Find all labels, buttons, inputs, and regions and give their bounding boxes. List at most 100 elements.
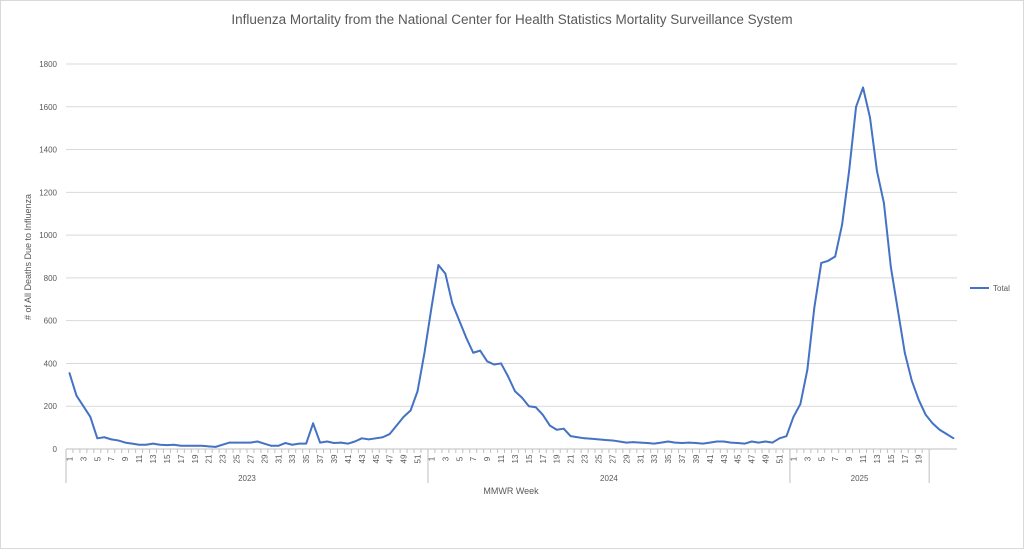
data-point	[924, 413, 927, 416]
data-point	[444, 272, 447, 275]
data-point	[326, 440, 328, 443]
data-point	[472, 351, 475, 354]
x-tick-label: 1	[789, 456, 798, 461]
series-layer	[68, 86, 955, 448]
data-point	[353, 440, 356, 443]
y-tick-label: 400	[44, 359, 58, 368]
data-point	[715, 440, 718, 443]
data-point	[521, 396, 523, 399]
data-point	[799, 403, 802, 405]
y-tick-label: 1000	[39, 231, 57, 240]
x-tick-label: 39	[330, 454, 339, 463]
y-tick-label: 1800	[39, 60, 57, 69]
y-tick-label: 0	[53, 445, 58, 454]
data-point	[910, 379, 913, 382]
data-point	[89, 416, 92, 418]
data-point	[883, 202, 885, 204]
data-point	[869, 116, 871, 119]
data-point	[493, 363, 495, 366]
data-point	[312, 422, 315, 425]
data-point	[555, 428, 558, 431]
x-tick-label: 1	[65, 456, 74, 461]
data-point	[848, 170, 851, 172]
x-tick-label: 35	[302, 454, 311, 463]
data-point	[360, 437, 363, 440]
data-point	[569, 435, 572, 438]
data-point	[674, 441, 676, 444]
data-point	[291, 443, 294, 446]
x-tick-label: 3	[803, 456, 812, 461]
data-point	[862, 86, 864, 89]
x-tick-label: 49	[762, 454, 771, 463]
x-tick-label: 19	[915, 454, 924, 463]
data-point	[653, 442, 656, 445]
year-label: 2025	[851, 474, 869, 483]
data-point	[806, 368, 809, 371]
data-point	[381, 436, 384, 439]
data-point	[402, 416, 405, 418]
x-tick-label: 19	[553, 454, 562, 463]
data-point	[855, 105, 857, 108]
data-point	[305, 442, 308, 445]
data-point	[778, 437, 781, 440]
chart-title: Influenza Mortality from the National Ce…	[231, 12, 793, 27]
x-tick-label: 39	[692, 454, 701, 463]
x-tick-label: 5	[93, 456, 102, 461]
data-point	[186, 444, 189, 447]
x-tick-label: 21	[567, 454, 576, 463]
data-point	[576, 436, 579, 439]
x-tick-label: 23	[219, 454, 228, 463]
data-point	[235, 441, 238, 444]
x-tick-label: 15	[525, 454, 534, 463]
data-point	[437, 264, 440, 266]
data-point	[458, 319, 461, 322]
data-point	[660, 441, 663, 444]
data-point	[785, 435, 788, 438]
data-point	[347, 442, 349, 445]
x-tick-label: 17	[901, 454, 910, 463]
data-point	[604, 439, 607, 441]
data-point	[96, 437, 99, 440]
data-point	[708, 441, 711, 444]
data-point	[68, 372, 71, 374]
data-point	[82, 405, 85, 408]
data-point	[820, 262, 823, 264]
data-point	[145, 443, 147, 446]
x-tick-label: 33	[650, 454, 659, 463]
y-tick-labels: 0 200 400 600 800 1000 1200 1400 1600 1800	[39, 60, 57, 454]
x-tick-label: 33	[288, 454, 297, 463]
x-tick-label: 45	[372, 454, 381, 463]
year-label: 2024	[600, 474, 618, 483]
data-point	[792, 416, 795, 418]
x-tick-label: 9	[845, 456, 854, 461]
data-point	[124, 441, 127, 444]
data-point	[903, 351, 906, 354]
data-point	[214, 445, 217, 448]
data-point	[340, 441, 342, 444]
data-point	[200, 444, 203, 447]
y-tick-label: 800	[44, 274, 58, 283]
data-point	[841, 223, 844, 226]
x-tick-label: 43	[720, 454, 729, 463]
data-point	[618, 440, 621, 443]
y-tick-label: 600	[44, 317, 58, 326]
x-tick-label: 21	[205, 454, 214, 463]
y-tick-label: 200	[44, 402, 58, 411]
y-tick-label: 1600	[39, 103, 57, 112]
year-label: 2023	[238, 474, 256, 483]
data-point	[465, 336, 468, 339]
x-tick-label: 29	[260, 454, 269, 463]
x-tick-label: 5	[817, 456, 826, 461]
x-tick-label: 19	[191, 454, 200, 463]
data-point	[945, 433, 948, 435]
x-tick-label: 5	[455, 456, 464, 461]
data-point	[528, 405, 530, 408]
data-point	[479, 349, 482, 352]
data-point	[374, 437, 377, 440]
x-tick-label: 11	[497, 454, 506, 463]
x-tick-label: 37	[678, 454, 687, 463]
x-tick-label: 3	[441, 456, 450, 461]
data-point	[639, 441, 642, 444]
x-tick-label: 27	[246, 454, 255, 463]
data-point	[667, 440, 670, 443]
